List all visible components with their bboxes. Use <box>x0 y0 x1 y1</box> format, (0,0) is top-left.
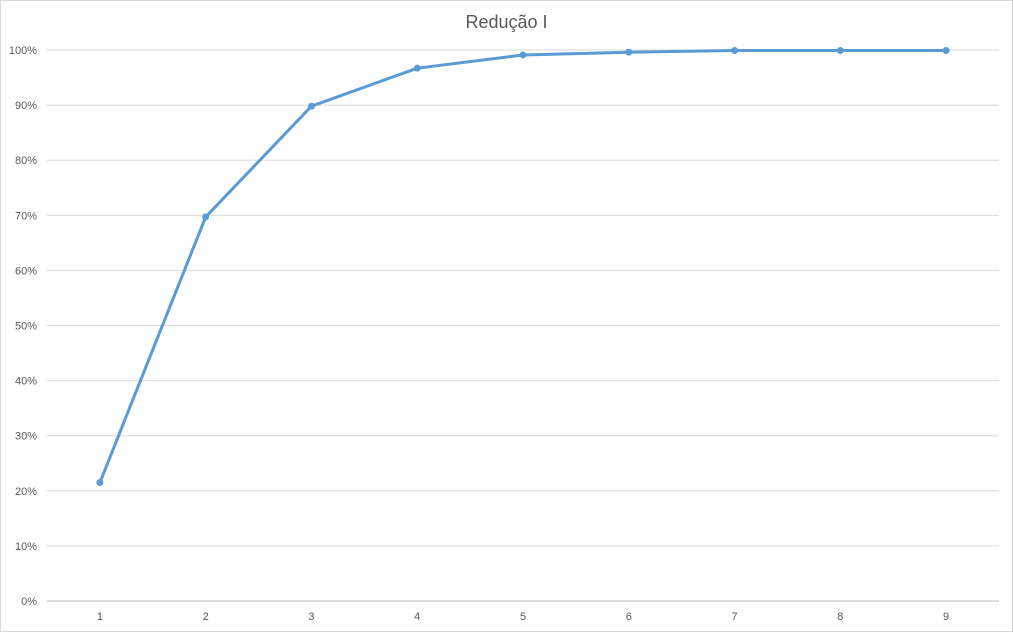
series-line <box>98 49 948 485</box>
y-tick-label: 20% <box>15 486 37 498</box>
data-point <box>413 64 421 72</box>
x-tick-label: 1 <box>97 611 103 623</box>
x-tick-label: 6 <box>626 611 632 623</box>
data-point <box>202 213 210 221</box>
x-tick-label: 4 <box>414 611 420 623</box>
y-tick-label: 80% <box>15 155 37 167</box>
x-tick-label: 5 <box>520 611 526 623</box>
y-tick-label: 70% <box>15 210 37 222</box>
y-tick-label: 100% <box>9 45 37 57</box>
data-point <box>519 51 527 59</box>
y-tick-label: 30% <box>15 431 37 443</box>
x-tick-label: 8 <box>837 611 843 623</box>
data-point <box>96 479 104 487</box>
y-tick-label: 0% <box>21 596 37 608</box>
y-tick-label: 60% <box>15 265 37 277</box>
x-tick-label: 9 <box>943 611 949 623</box>
data-point <box>836 47 844 55</box>
y-tick-label: 90% <box>15 100 37 112</box>
y-tick-label: 10% <box>15 541 37 553</box>
data-point <box>625 48 633 56</box>
x-tick-label: 2 <box>203 611 209 623</box>
x-tick-label: 7 <box>731 611 737 623</box>
chart-title: Redução I <box>465 12 548 32</box>
data-point <box>731 47 739 55</box>
y-tick-label: 40% <box>15 376 37 388</box>
y-tick-label: 50% <box>15 321 37 333</box>
data-point <box>942 47 950 55</box>
data-point <box>307 102 315 110</box>
x-tick-label: 3 <box>308 611 314 623</box>
